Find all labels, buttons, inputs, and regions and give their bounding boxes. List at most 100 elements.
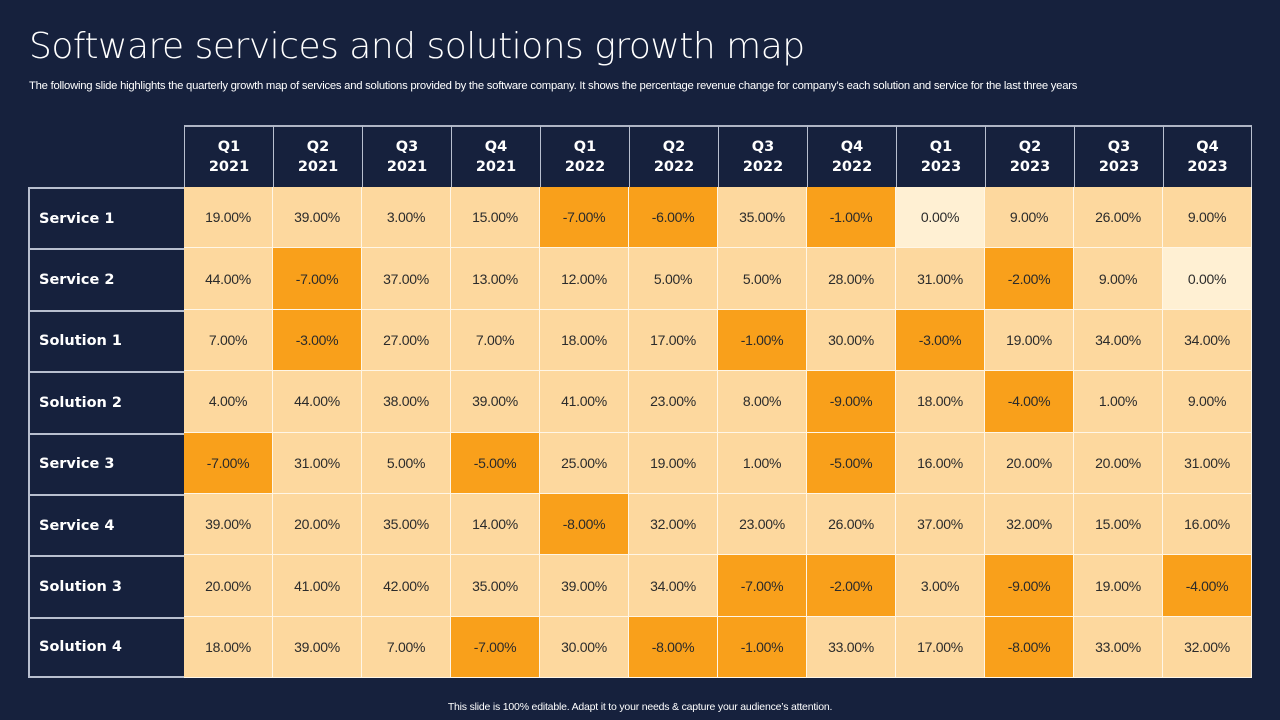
- heatmap-cell: -7.00%: [273, 248, 362, 310]
- heatmap-cell: -7.00%: [540, 187, 629, 249]
- heatmap-cell: -3.00%: [273, 309, 362, 372]
- slide-title: Software services and solutions growth m…: [29, 26, 805, 67]
- slide-footer-note: This slide is 100% editable. Adapt it to…: [447, 701, 833, 713]
- column-header: Q2 2022: [629, 125, 718, 187]
- heatmap-cell: 33.00%: [807, 616, 896, 679]
- heatmap-cell: -4.00%: [985, 371, 1074, 433]
- heatmap-cell: 17.00%: [629, 309, 718, 372]
- heatmap-cell: 15.00%: [451, 187, 540, 249]
- heatmap-cell: 35.00%: [451, 555, 540, 617]
- column-header: Q1 2021: [184, 125, 273, 187]
- heatmap-cell: 23.00%: [629, 371, 718, 433]
- heatmap-cell: 31.00%: [1163, 432, 1252, 494]
- heatmap-cell: -8.00%: [629, 616, 718, 679]
- column-header: Q4 2023: [1163, 125, 1252, 187]
- heatmap-cell: 0.00%: [896, 187, 985, 249]
- heatmap-cell: 8.00%: [718, 371, 807, 433]
- heatmap-cell: -5.00%: [451, 432, 540, 494]
- column-header-year: 2022: [564, 159, 606, 175]
- heatmap-cell: -1.00%: [718, 309, 807, 372]
- heatmap-cell: 32.00%: [629, 494, 718, 556]
- column-header-year: 2023: [1009, 159, 1051, 175]
- column-header-year: 2021: [208, 159, 250, 175]
- heatmap-cell: 9.00%: [1074, 248, 1163, 310]
- heatmap-cell: 12.00%: [540, 248, 629, 310]
- heatmap-cell: -7.00%: [718, 555, 807, 617]
- heatmap-cell: 3.00%: [896, 555, 985, 617]
- column-header-quarter: Q2: [306, 139, 330, 155]
- heatmap-cell: -4.00%: [1163, 555, 1252, 617]
- heatmap-cell: 14.00%: [451, 494, 540, 556]
- heatmap-cell: 30.00%: [807, 309, 896, 372]
- column-header-quarter: Q3: [395, 139, 419, 155]
- growth-heatmap-table: Q1 2021 Q2 2021 Q3 2021 Q4 2021 Q1 2022 Q2 2022 Q3 20…: [28, 125, 1252, 679]
- column-header-quarter: Q1: [929, 139, 953, 155]
- row-label: Solution 3: [28, 555, 184, 617]
- heatmap-cell: -1.00%: [718, 616, 807, 679]
- heatmap-cell: 35.00%: [718, 187, 807, 249]
- heatmap-cell: 30.00%: [540, 616, 629, 679]
- heatmap-cell: 35.00%: [362, 494, 451, 556]
- heatmap-cell: 7.00%: [362, 616, 451, 679]
- column-header-year: 2023: [920, 159, 962, 175]
- heatmap-cell: 0.00%: [1163, 248, 1252, 310]
- heatmap-cell: -7.00%: [451, 616, 540, 679]
- column-header-quarter: Q3: [751, 139, 775, 155]
- heatmap-cell: -2.00%: [807, 555, 896, 617]
- heatmap-cell: -3.00%: [896, 309, 985, 372]
- column-header-quarter: Q1: [573, 139, 597, 155]
- heatmap-cell: 38.00%: [362, 371, 451, 433]
- heatmap-cell: 19.00%: [1074, 555, 1163, 617]
- heatmap-cell: 42.00%: [362, 555, 451, 617]
- heatmap-cell: 26.00%: [1074, 187, 1163, 249]
- column-header: Q4 2021: [451, 125, 540, 187]
- heatmap-cell: 5.00%: [629, 248, 718, 310]
- heatmap-cell: 16.00%: [896, 432, 985, 494]
- heatmap-cell: 34.00%: [1163, 309, 1252, 372]
- heatmap-cell: 7.00%: [184, 309, 273, 372]
- column-header-quarter: Q1: [217, 139, 241, 155]
- column-header: Q3 2022: [718, 125, 807, 187]
- column-header-quarter: Q2: [1018, 139, 1042, 155]
- heatmap-cell: 7.00%: [451, 309, 540, 372]
- heatmap-cell: 18.00%: [540, 309, 629, 372]
- heatmap-cell: -9.00%: [807, 371, 896, 433]
- heatmap-cell: -7.00%: [184, 432, 273, 494]
- heatmap-cell: 39.00%: [451, 371, 540, 433]
- heatmap-cell: 23.00%: [718, 494, 807, 556]
- column-header-quarter: Q3: [1107, 139, 1131, 155]
- row-label: Service 1: [28, 187, 184, 249]
- heatmap-cell: 39.00%: [273, 187, 362, 249]
- column-header-year: 2022: [831, 159, 873, 175]
- heatmap-cell: 17.00%: [896, 616, 985, 679]
- heatmap-cell: 16.00%: [1163, 494, 1252, 556]
- heatmap-cell: 33.00%: [1074, 616, 1163, 679]
- heatmap-cell: 32.00%: [985, 494, 1074, 556]
- heatmap-cell: -8.00%: [540, 494, 629, 556]
- heatmap-cell: 37.00%: [896, 494, 985, 556]
- heatmap-cell: 41.00%: [540, 371, 629, 433]
- heatmap-cell: 31.00%: [273, 432, 362, 494]
- heatmap-cell: 20.00%: [184, 555, 273, 617]
- heatmap-cell: 9.00%: [985, 187, 1074, 249]
- column-header: Q3 2021: [362, 125, 451, 187]
- heatmap-cell: 18.00%: [896, 371, 985, 433]
- heatmap-cell: -6.00%: [629, 187, 718, 249]
- column-header-quarter: Q4: [1196, 139, 1219, 155]
- row-label: Solution 2: [28, 371, 184, 433]
- column-header: Q3 2023: [1074, 125, 1163, 187]
- heatmap-cell: 44.00%: [273, 371, 362, 433]
- heatmap-cell: 9.00%: [1163, 371, 1252, 433]
- column-header: Q4 2022: [807, 125, 896, 187]
- heatmap-cell: 19.00%: [629, 432, 718, 494]
- column-header-year: 2023: [1098, 159, 1140, 175]
- heatmap-cell: 34.00%: [629, 555, 718, 617]
- column-header-quarter: Q4: [840, 139, 864, 155]
- heatmap-cell: 26.00%: [807, 494, 896, 556]
- heatmap-cell: 20.00%: [985, 432, 1074, 494]
- slide-subtitle: The following slide highlights the quart…: [29, 80, 1078, 92]
- heatmap-cell: 20.00%: [273, 494, 362, 556]
- heatmap-cell: 39.00%: [540, 555, 629, 617]
- heatmap-cell: 4.00%: [184, 371, 273, 433]
- heatmap-cell: 15.00%: [1074, 494, 1163, 556]
